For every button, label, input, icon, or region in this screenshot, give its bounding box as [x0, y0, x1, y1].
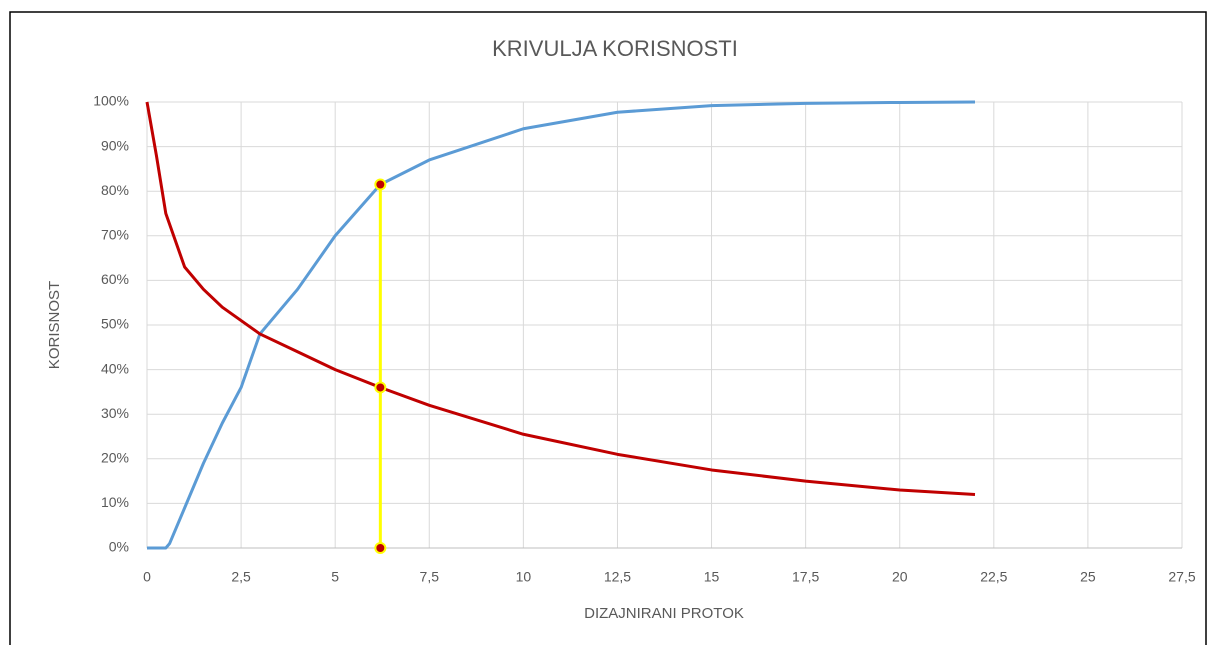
y-tick-label: 50% [101, 316, 129, 332]
series-line [145, 101, 976, 496]
y-tick-label: 30% [101, 405, 129, 421]
x-tick-label: 12,5 [604, 569, 631, 585]
x-tick-label: 15 [704, 569, 720, 585]
x-axis-label: DIZAJNIRANI PROTOK [584, 605, 744, 622]
y-tick-label: 80% [101, 182, 129, 198]
marker [374, 178, 387, 191]
x-tick-label: 2,5 [231, 569, 251, 585]
x-tick-label: 20 [892, 569, 908, 585]
x-tick-label: 25 [1080, 569, 1096, 585]
y-tick-label: 10% [101, 494, 129, 510]
y-tick-label: 60% [101, 271, 129, 287]
x-tick-label: 5 [331, 569, 339, 585]
x-tick-label: 7,5 [420, 569, 440, 585]
y-tick-label: 40% [101, 360, 129, 376]
x-tick-label: 0 [143, 569, 151, 585]
series-line [147, 100, 976, 550]
x-tick-label: 27,5 [1168, 569, 1195, 585]
marker [374, 381, 387, 394]
y-tick-label: 70% [101, 227, 129, 243]
y-tick-label: 90% [101, 137, 129, 153]
chart-title: KRIVULJA KORISNOSTI [492, 36, 738, 61]
x-tick-label: 10 [516, 569, 532, 585]
x-tick-label: 22,5 [980, 569, 1007, 585]
y-axis-label: KORISNOST [46, 281, 63, 369]
x-tick-label: 17,5 [792, 569, 819, 585]
y-tick-label: 0% [109, 539, 129, 555]
marker [374, 542, 387, 554]
y-tick-label: 20% [101, 450, 129, 466]
frame [9, 11, 1207, 645]
y-tick-label: 100% [93, 93, 129, 109]
